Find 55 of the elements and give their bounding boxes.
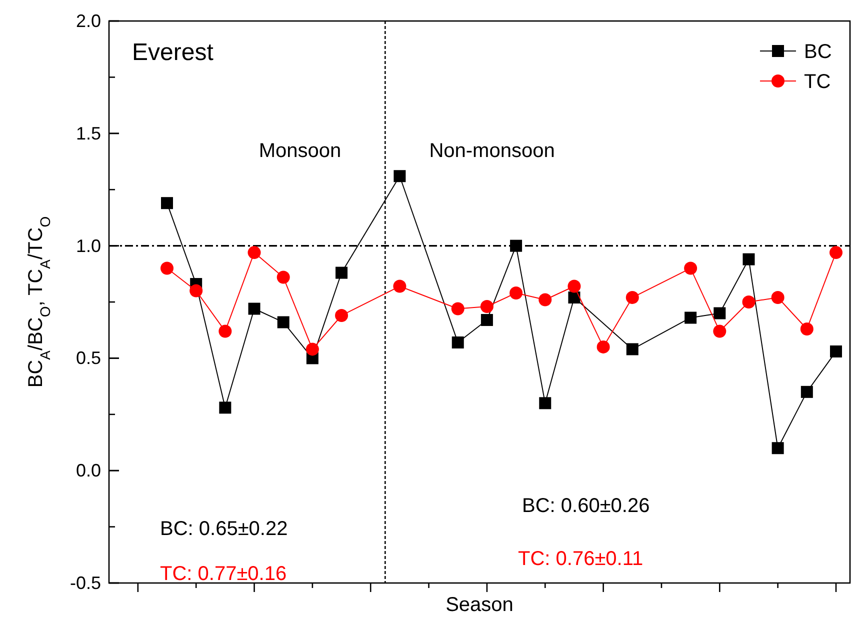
point <box>626 343 638 356</box>
y-tick-label: 0.0 <box>76 460 101 481</box>
x-axis-title: Season <box>446 594 514 616</box>
y-tick-label: -0.5 <box>70 573 101 593</box>
annotation: TC: 0.76±0.11 <box>518 548 644 570</box>
point <box>742 253 755 266</box>
legend-label: TC <box>804 71 831 93</box>
annotation: Everest <box>132 39 214 66</box>
point <box>218 324 232 338</box>
point <box>800 322 814 336</box>
legend-label: BC <box>804 41 832 63</box>
point <box>714 307 726 320</box>
point <box>771 291 784 304</box>
point <box>626 291 639 304</box>
point <box>800 386 813 398</box>
y-tick-label: 2.0 <box>76 11 101 31</box>
point <box>160 262 174 275</box>
point <box>248 246 261 260</box>
point <box>684 312 697 324</box>
point <box>276 270 290 284</box>
point <box>480 314 493 326</box>
point <box>568 292 580 304</box>
annotation: Non-monsoon <box>429 140 555 162</box>
annotation: TC: 0.77±0.16 <box>160 563 287 585</box>
point <box>830 246 842 260</box>
point <box>161 197 173 210</box>
point <box>538 293 552 306</box>
point <box>306 342 319 356</box>
point <box>772 442 784 454</box>
point <box>596 340 610 354</box>
point <box>713 324 726 338</box>
annotation: BC: 0.65±0.22 <box>160 518 288 540</box>
point <box>539 397 552 410</box>
y-tick-label: 1.5 <box>76 123 101 144</box>
point <box>336 266 348 279</box>
point <box>480 300 494 313</box>
point <box>394 170 406 182</box>
point <box>452 336 464 348</box>
point <box>684 262 698 275</box>
point <box>510 286 523 300</box>
point <box>510 240 522 252</box>
point <box>393 280 406 293</box>
point <box>742 296 756 308</box>
point <box>451 302 464 316</box>
y-tick-label: 1.0 <box>76 236 101 256</box>
point <box>335 308 348 322</box>
point <box>248 302 260 315</box>
point <box>568 280 581 293</box>
annotation: BC: 0.60±0.26 <box>522 495 650 517</box>
point <box>277 316 290 328</box>
point <box>190 284 203 298</box>
point <box>219 402 232 414</box>
y-tick-label: 0.5 <box>76 348 101 368</box>
annotation: Monsoon <box>258 140 342 162</box>
point <box>830 345 842 358</box>
